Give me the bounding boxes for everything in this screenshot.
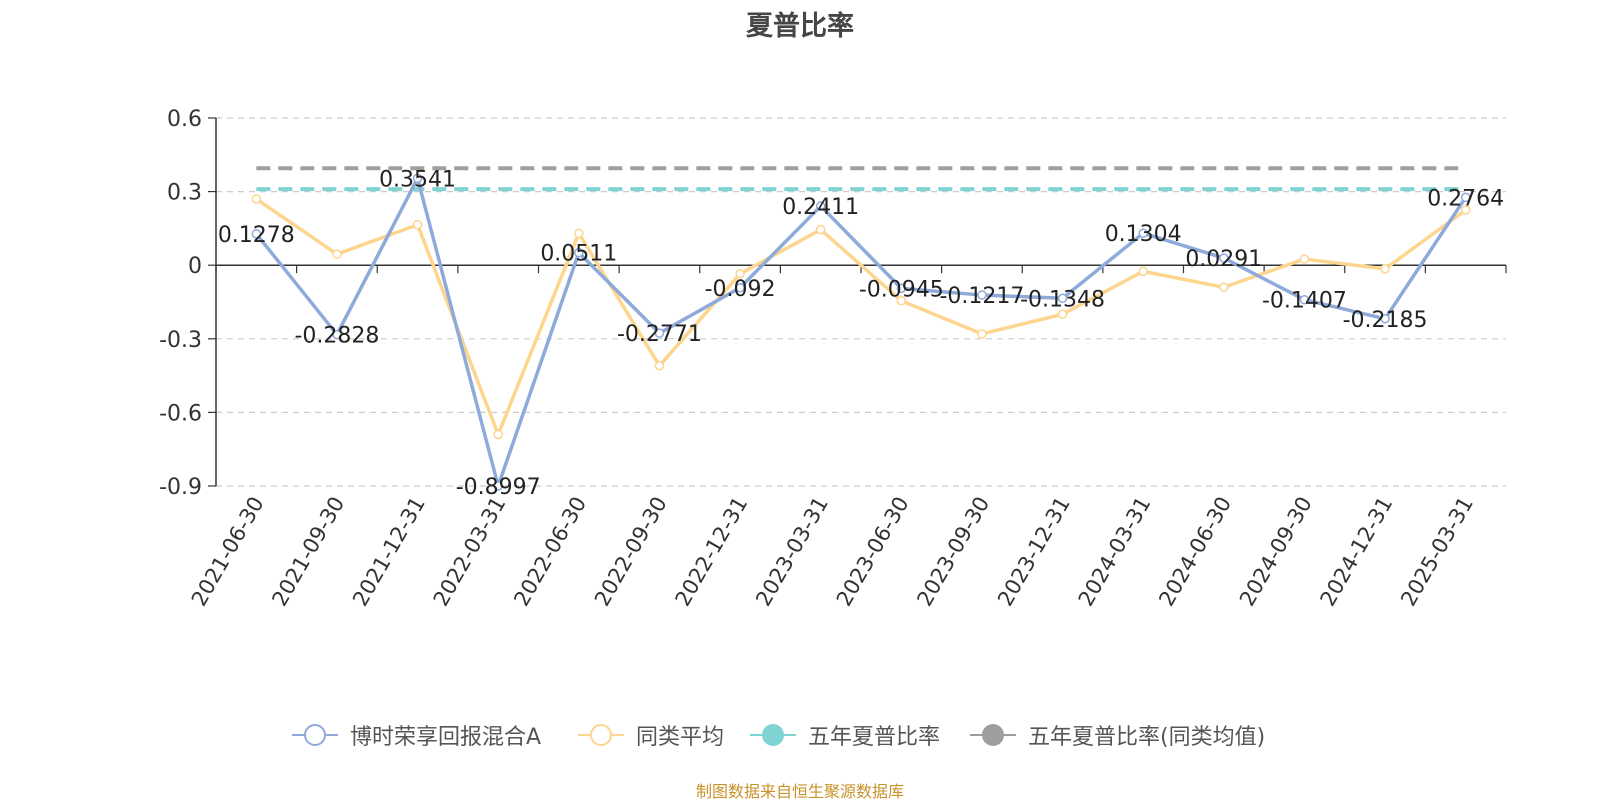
chart-svg: 0.60.30-0.3-0.6-0.92021-06-302021-09-302… bbox=[159, 107, 1507, 611]
x-tick-label: 2023-12-31 bbox=[993, 493, 1075, 611]
fund-data-label: 0.0511 bbox=[540, 242, 617, 267]
fund-data-label: -0.092 bbox=[705, 277, 776, 302]
peer-average-data-point bbox=[574, 228, 584, 239]
fund-series-line bbox=[254, 176, 1468, 488]
y-tick-label: 0 bbox=[188, 254, 202, 279]
fund-data-point bbox=[815, 201, 826, 211]
legend-marker-five-year-sharpe bbox=[750, 724, 796, 746]
fund-data-point bbox=[896, 283, 907, 294]
chart-legend: 博时荣享回报混合A 同类平均 五年夏普比率 五年夏普比率(同类均值) bbox=[0, 718, 1600, 752]
fund-data-label: -0.2771 bbox=[617, 322, 702, 347]
fund-data-label: 0.3541 bbox=[379, 167, 456, 192]
y-tick-label: 0.3 bbox=[167, 181, 202, 206]
legend-item-five-year-sharpe[interactable]: 五年夏普比率 bbox=[748, 718, 940, 752]
fund-data-point bbox=[1138, 228, 1148, 238]
legend-marker-five-year-sharpe-peer bbox=[970, 724, 1016, 746]
fund-data-label: 0.0291 bbox=[1185, 247, 1262, 272]
x-tick-label: 2022-09-30 bbox=[590, 493, 672, 611]
fund-data-point bbox=[493, 481, 503, 491]
y-tick-label: -0.9 bbox=[159, 475, 202, 500]
fund-data-label: -0.2828 bbox=[294, 324, 379, 349]
fund-data-label: -0.8997 bbox=[456, 475, 541, 500]
x-tick-label: 2023-09-30 bbox=[912, 493, 994, 611]
x-tick-label: 2023-03-31 bbox=[751, 493, 833, 611]
legend-item-five-year-sharpe-peer[interactable]: 五年夏普比率(同类均值) bbox=[968, 718, 1265, 752]
fund-data-point bbox=[977, 290, 987, 300]
fund-data-label: 0.1278 bbox=[218, 223, 295, 248]
peer-average-data-point bbox=[1057, 309, 1068, 320]
legend-marker-fund bbox=[292, 724, 338, 746]
y-tick-label: -0.3 bbox=[159, 328, 202, 353]
peer-average-data-point bbox=[1380, 264, 1390, 274]
legend-label-five-year-sharpe-peer: 五年夏普比率(同类均值) bbox=[1028, 725, 1266, 750]
fund-data-label: 0.2411 bbox=[782, 195, 859, 220]
peer-average-data-point bbox=[1299, 254, 1310, 264]
peer-average-data-point bbox=[1460, 205, 1471, 215]
peer-average-data-point bbox=[251, 194, 262, 204]
x-tick-label: 2022-12-31 bbox=[671, 493, 753, 611]
y-tick-label: 0.6 bbox=[167, 107, 202, 132]
fund-data-point bbox=[574, 247, 584, 258]
x-tick-label: 2021-06-30 bbox=[187, 493, 269, 611]
fund-data-label: -0.1348 bbox=[1020, 287, 1105, 312]
x-tick-label: 2024-09-30 bbox=[1235, 493, 1317, 611]
peer-average-data-point bbox=[1138, 266, 1148, 277]
fund-data-point bbox=[1380, 314, 1390, 324]
peer-average-data-point bbox=[493, 429, 503, 440]
x-tick-label: 2021-12-31 bbox=[348, 493, 430, 611]
fund-data-label: -0.1407 bbox=[1262, 289, 1347, 314]
legend-label-peer-average: 同类平均 bbox=[636, 725, 725, 750]
peer-average-data-point bbox=[815, 224, 826, 235]
peer-average-data-point bbox=[896, 296, 907, 306]
fund-data-label: -0.2185 bbox=[1343, 308, 1428, 333]
peer-average-data-point bbox=[412, 219, 423, 230]
legend-item-fund[interactable]: 博时荣享回报混合A bbox=[290, 718, 541, 752]
chart-title: 夏普比率 bbox=[746, 11, 854, 42]
legend-marker-peer-average bbox=[578, 724, 624, 746]
fund-data-point bbox=[412, 173, 423, 184]
x-tick-label: 2024-12-31 bbox=[1316, 493, 1398, 611]
y-tick-label: -0.6 bbox=[159, 401, 202, 426]
peer-average-series-line bbox=[255, 197, 1467, 437]
peer-average-data-point bbox=[654, 361, 665, 371]
x-tick-label: 2022-06-30 bbox=[509, 493, 591, 611]
fund-data-point bbox=[735, 283, 745, 293]
fund-data-label: 0.1304 bbox=[1105, 222, 1182, 247]
fund-data-point bbox=[1057, 293, 1068, 304]
fund-data-label: -0.1217 bbox=[939, 284, 1024, 309]
legend-label-five-year-sharpe: 五年夏普比率 bbox=[808, 725, 941, 750]
x-tick-label: 2021-09-30 bbox=[267, 493, 349, 611]
x-tick-label: 2024-03-31 bbox=[1074, 493, 1156, 611]
fund-data-label: -0.0945 bbox=[859, 277, 944, 302]
fund-data-point bbox=[251, 229, 262, 239]
peer-average-data-point bbox=[977, 329, 987, 339]
x-tick-label: 2022-03-31 bbox=[429, 493, 511, 611]
peer-average-data-point bbox=[735, 269, 745, 279]
fund-data-point bbox=[1219, 253, 1229, 263]
data-source-note: 制图数据来自恒生聚源数据库 bbox=[695, 782, 904, 801]
peer-average-data-point bbox=[1219, 282, 1229, 293]
peer-average-data-point bbox=[332, 249, 342, 259]
legend-item-peer-average[interactable]: 同类平均 bbox=[576, 718, 724, 752]
fund-data-point bbox=[1299, 294, 1310, 305]
fund-data-label: 0.2764 bbox=[1427, 186, 1504, 211]
x-tick-label: 2024-06-30 bbox=[1154, 493, 1236, 611]
legend-label-fund: 博时荣享回报混合A bbox=[350, 725, 542, 750]
fund-data-point bbox=[654, 328, 665, 338]
x-tick-label: 2023-06-30 bbox=[832, 493, 914, 611]
fund-data-point bbox=[332, 329, 342, 340]
x-tick-label: 2025-03-31 bbox=[1396, 493, 1478, 611]
fund-data-point bbox=[1460, 192, 1471, 203]
